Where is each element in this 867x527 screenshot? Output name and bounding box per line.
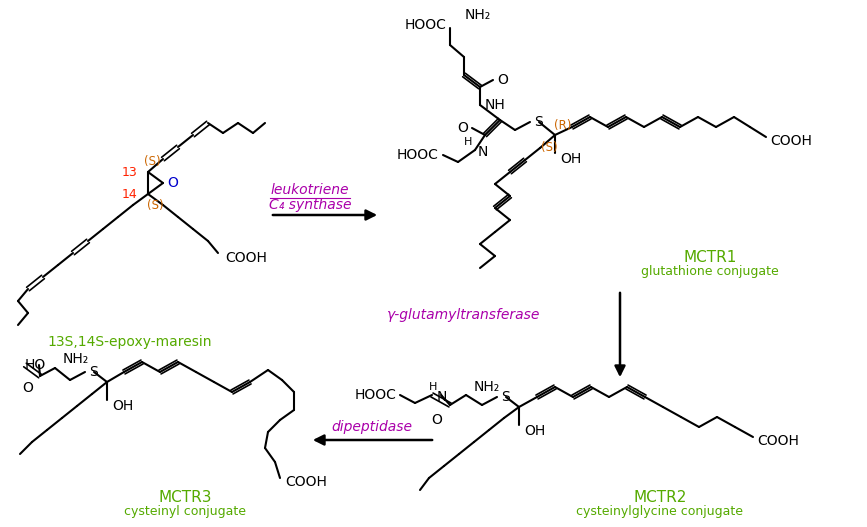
Text: C₄ synthase: C₄ synthase [269, 198, 351, 212]
Text: 13S,14S-epoxy-maresin: 13S,14S-epoxy-maresin [48, 335, 212, 349]
Text: NH₂: NH₂ [474, 380, 500, 394]
Text: HOOC: HOOC [354, 388, 396, 402]
Text: MCTR1: MCTR1 [683, 250, 737, 266]
Text: H: H [464, 137, 472, 147]
Text: MCTR2: MCTR2 [633, 491, 687, 505]
Text: 14: 14 [121, 188, 137, 200]
Text: NH₂: NH₂ [63, 352, 89, 366]
Text: O: O [431, 413, 442, 427]
Text: NH₂: NH₂ [465, 8, 491, 22]
Text: HOOC: HOOC [397, 148, 439, 162]
Text: COOH: COOH [770, 134, 812, 148]
Text: N: N [437, 390, 447, 404]
Text: (S): (S) [541, 142, 557, 154]
Text: S: S [501, 390, 510, 404]
Text: γ-glutamyltransferase: γ-glutamyltransferase [387, 308, 540, 322]
Text: dipeptidase: dipeptidase [331, 420, 413, 434]
Text: COOH: COOH [285, 475, 327, 489]
Text: H: H [429, 382, 437, 392]
Text: HOOC: HOOC [405, 18, 447, 32]
Text: (R): (R) [554, 119, 571, 132]
Text: cysteinylglycine conjugate: cysteinylglycine conjugate [577, 505, 744, 519]
Text: OH: OH [524, 424, 545, 438]
Text: glutathione conjugate: glutathione conjugate [641, 266, 779, 278]
Text: COOH: COOH [225, 251, 267, 265]
Text: HO: HO [25, 358, 46, 372]
Text: leukotriene: leukotriene [271, 183, 349, 197]
Text: NH: NH [485, 98, 505, 112]
Text: N: N [478, 145, 488, 159]
Text: MCTR3: MCTR3 [159, 491, 212, 505]
Text: OH: OH [112, 399, 134, 413]
Text: cysteinyl conjugate: cysteinyl conjugate [124, 505, 246, 519]
Text: O: O [457, 121, 468, 135]
Text: O: O [23, 381, 34, 395]
Text: O: O [167, 176, 178, 190]
Text: (S): (S) [147, 200, 163, 212]
Text: COOH: COOH [757, 434, 799, 448]
Text: O: O [497, 73, 508, 87]
Text: S: S [534, 115, 543, 129]
Text: (S): (S) [144, 154, 160, 168]
Text: S: S [89, 365, 98, 379]
Text: 13: 13 [121, 165, 137, 179]
Text: OH: OH [560, 152, 581, 166]
